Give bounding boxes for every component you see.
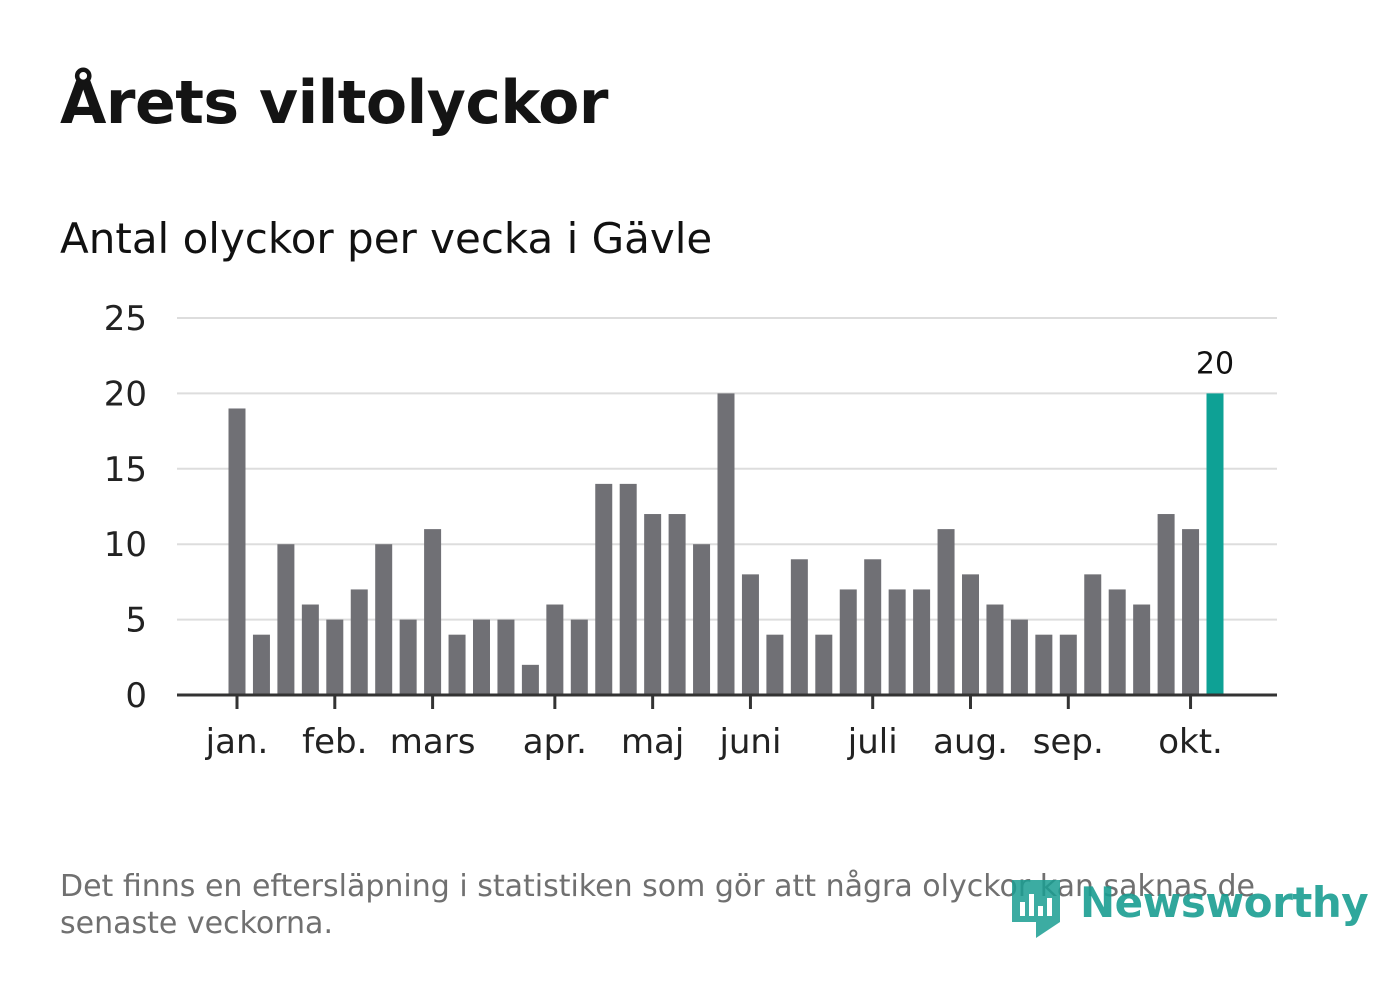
chart-subtitle: Antal olyckor per vecka i Gävle bbox=[60, 214, 713, 263]
bar bbox=[741, 574, 759, 695]
bar bbox=[986, 604, 1004, 695]
bar bbox=[619, 483, 637, 695]
bar bbox=[962, 574, 979, 695]
y-tick-label: 10 bbox=[104, 525, 147, 565]
bar bbox=[252, 634, 270, 695]
chart-title: Årets viltolyckor bbox=[60, 68, 609, 138]
bar bbox=[473, 619, 490, 695]
bar bbox=[913, 589, 931, 695]
y-tick-label: 25 bbox=[104, 299, 147, 339]
x-tick-label: jan. bbox=[205, 722, 269, 762]
bar bbox=[1035, 634, 1053, 695]
bar bbox=[864, 559, 882, 695]
bar bbox=[375, 544, 393, 695]
bar-chart-pin-icon bbox=[1012, 880, 1060, 938]
x-tick-label: aug. bbox=[933, 722, 1008, 762]
bar bbox=[1084, 574, 1102, 695]
bar bbox=[937, 529, 955, 695]
bar bbox=[839, 589, 857, 695]
bar bbox=[595, 483, 613, 695]
bar bbox=[570, 619, 588, 695]
bar bbox=[350, 589, 368, 695]
bar bbox=[1157, 514, 1175, 695]
bar bbox=[1010, 619, 1028, 695]
bar bbox=[424, 529, 442, 695]
x-tick-label: mars bbox=[390, 722, 476, 762]
bar bbox=[1108, 589, 1126, 695]
bar bbox=[717, 393, 735, 695]
y-tick-label: 15 bbox=[104, 450, 147, 490]
y-tick-label: 20 bbox=[104, 374, 147, 414]
bar bbox=[644, 514, 662, 695]
y-tick-label: 0 bbox=[125, 676, 147, 716]
bar bbox=[521, 664, 539, 695]
x-tick-label: juli bbox=[847, 722, 898, 762]
bar bbox=[1059, 634, 1077, 695]
x-tick-label: okt. bbox=[1158, 722, 1223, 762]
bar bbox=[228, 408, 246, 695]
bar bbox=[815, 634, 833, 695]
x-tick-label: feb. bbox=[302, 722, 367, 762]
y-tick-label: 5 bbox=[125, 601, 147, 641]
bar bbox=[497, 619, 515, 695]
highlight-value-label: 20 bbox=[1196, 346, 1234, 381]
x-tick-label: apr. bbox=[523, 722, 587, 762]
bar bbox=[448, 634, 466, 695]
x-tick-label: sep. bbox=[1033, 722, 1104, 762]
bar bbox=[546, 604, 564, 695]
bar bbox=[399, 619, 417, 695]
bar bbox=[766, 634, 784, 695]
bar bbox=[790, 559, 808, 695]
x-tick-label: juni bbox=[718, 722, 781, 762]
bar bbox=[301, 604, 319, 695]
logo-text: Newsworthy bbox=[1080, 878, 1369, 927]
bar bbox=[888, 589, 906, 695]
bar bbox=[1182, 529, 1200, 695]
bar bbox=[277, 544, 295, 695]
bar-highlight bbox=[1206, 393, 1224, 695]
x-tick-label: maj bbox=[621, 722, 684, 762]
bar-chart: 0 5 10 15 20 25 20 jan. feb. mars apr. maj juni juli a… bbox=[104, 299, 1277, 762]
bar bbox=[693, 544, 711, 695]
bar bbox=[326, 619, 344, 695]
bar bbox=[668, 514, 686, 695]
bar bbox=[1133, 604, 1151, 695]
